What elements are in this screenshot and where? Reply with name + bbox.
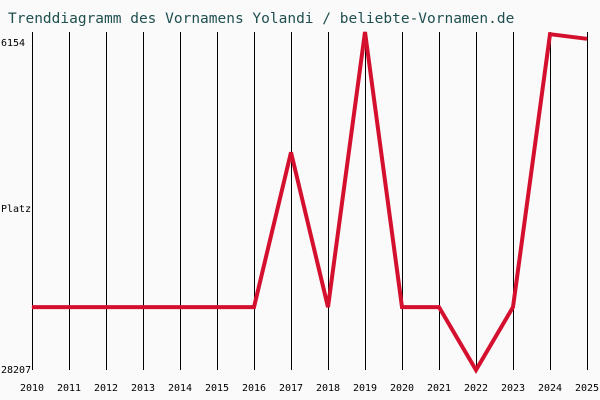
x-tick-label-2015: 2015: [205, 383, 229, 394]
x-tick-label-2012: 2012: [94, 383, 118, 394]
data-point-2016: [253, 306, 255, 308]
x-tick-label-2022: 2022: [464, 383, 488, 394]
x-tick-label-2025: 2025: [575, 383, 599, 394]
data-point-2010: [31, 306, 33, 308]
x-tick-label-2019: 2019: [353, 383, 377, 394]
series-layer: [31, 31, 588, 374]
x-tick-label-2016: 2016: [242, 383, 266, 394]
y-tick-label-top: 6154: [1, 38, 25, 49]
x-tick-labels: 2010 2011 2012 2013 2014 2015 2016 2017 2018 2019…: [20, 383, 599, 394]
data-point-2021: [438, 306, 440, 308]
data-point-2014: [179, 306, 181, 308]
data-point-2011: [68, 306, 70, 308]
data-point-2018: [327, 306, 329, 308]
x-tick-label-2020: 2020: [390, 383, 414, 394]
data-point-2013: [142, 306, 144, 308]
x-tick-label-2013: 2013: [131, 383, 155, 394]
x-tick-label-2021: 2021: [427, 383, 451, 394]
data-point-2019: [364, 31, 366, 33]
data-point-2023: [512, 306, 514, 308]
series-line-0: [32, 31, 588, 374]
x-tick-label-2018: 2018: [316, 383, 340, 394]
grid-lines: [32, 32, 588, 370]
data-point-2012: [105, 306, 107, 308]
y-tick-label-bottom: 28207: [1, 365, 31, 376]
x-tick-label-2017: 2017: [279, 383, 303, 394]
data-point-2020: [401, 306, 403, 308]
data-point-2017: [290, 151, 292, 153]
data-point-2015: [216, 306, 218, 308]
chart-title: Trenddiagramm des Vornamens Yolandi / be…: [8, 11, 514, 27]
y-axis-label: Platz: [1, 204, 31, 215]
data-point-2022: [475, 369, 477, 371]
x-tick-label-2010: 2010: [20, 383, 44, 394]
x-tick-label-2023: 2023: [501, 383, 525, 394]
data-point-2025: [586, 38, 588, 40]
data-point-2024: [549, 33, 551, 35]
x-tick-label-2024: 2024: [538, 383, 562, 394]
x-tick-label-2011: 2011: [57, 383, 81, 394]
x-tick-label-2014: 2014: [168, 383, 192, 394]
